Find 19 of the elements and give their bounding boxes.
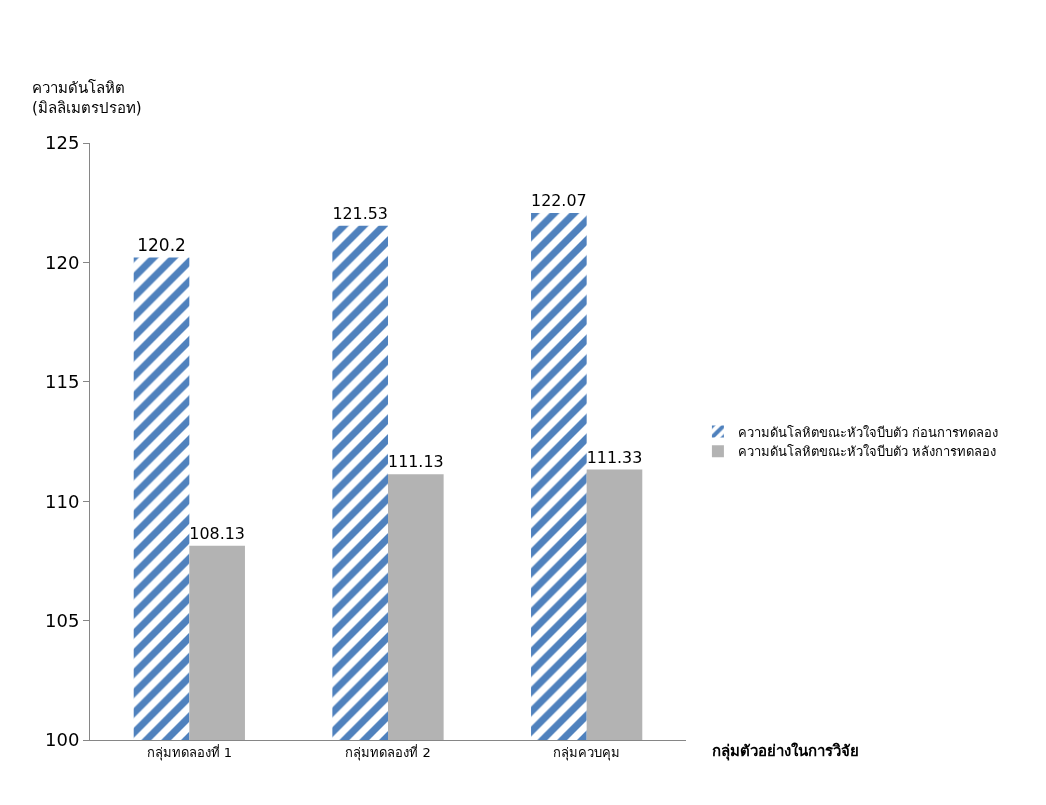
data-label: 120.2 bbox=[137, 234, 186, 255]
x-tick-label: กลุ่มทดลองที่ 1 bbox=[146, 743, 233, 761]
y-tick-label: 100 bbox=[45, 729, 80, 751]
x-tick-label: กลุ่มควบคุม bbox=[553, 744, 621, 761]
y-axis-title: ความดันโลหิต (มิลลิเมตรปรอท) bbox=[32, 79, 142, 117]
x-tick-label: กลุ่มทดลองที่ 2 bbox=[345, 743, 431, 761]
y-tick-label: 105 bbox=[45, 609, 80, 631]
text: ความดันโลหิตขณะหัวใจบีบตัว ก่อนการทดลอง bbox=[737, 424, 999, 440]
data-label: 111.33 bbox=[586, 447, 643, 467]
legend-label: ความดันโลหิตขณะหัวใจบีบตัว หลังการทดลอง bbox=[737, 444, 997, 460]
y-tick-label: 115 bbox=[45, 371, 80, 393]
data-label: 108.13 bbox=[189, 524, 245, 544]
data-label: 121.53 bbox=[332, 204, 388, 224]
data-label: 111.13 bbox=[388, 452, 444, 472]
y-tick-label: 110 bbox=[45, 490, 80, 512]
y-tick-label: 125 bbox=[45, 132, 80, 154]
x-axis-title: กลุ่มตัวอย่างในการวิจัย bbox=[712, 742, 859, 761]
data-label: 122.07 bbox=[531, 191, 587, 211]
y-tick-label: 120 bbox=[45, 251, 80, 273]
